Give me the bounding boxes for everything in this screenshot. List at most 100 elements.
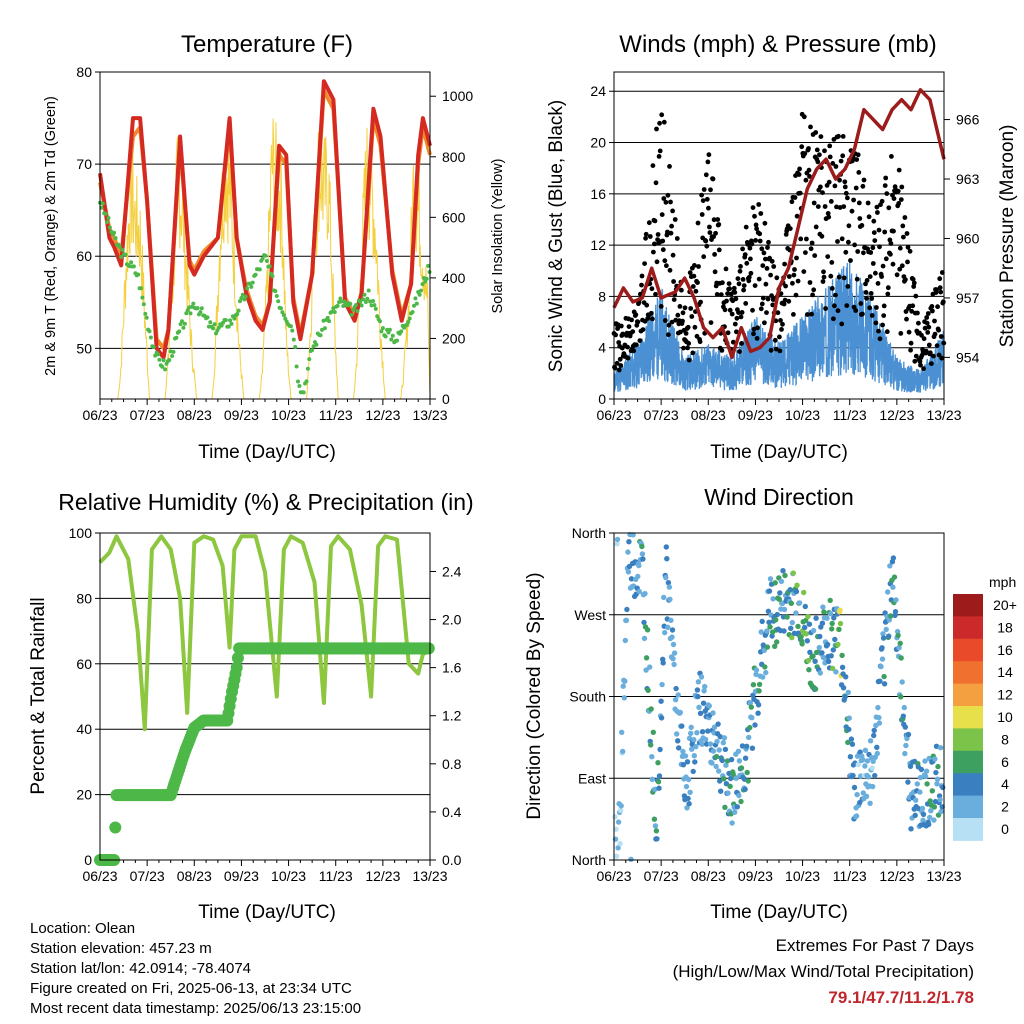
direction-point bbox=[854, 791, 860, 798]
dewpoint-point bbox=[140, 295, 145, 300]
gust-point bbox=[754, 226, 759, 232]
gust-point bbox=[936, 327, 941, 333]
direction-point bbox=[683, 783, 690, 790]
direction-point bbox=[639, 551, 646, 557]
pressure-series bbox=[612, 88, 946, 360]
gust-point bbox=[853, 308, 859, 313]
direction-point bbox=[803, 631, 809, 637]
gust-point bbox=[732, 290, 738, 295]
dewpoint-point bbox=[120, 248, 125, 252]
x-tick-label: 11/23 bbox=[319, 407, 353, 423]
y-tick-label: 60 bbox=[76, 248, 92, 264]
gust-point bbox=[693, 288, 699, 294]
dewpoint-point bbox=[177, 329, 182, 334]
gust-point bbox=[910, 303, 916, 309]
direction-point bbox=[619, 729, 625, 735]
dewpoint-point bbox=[407, 316, 412, 321]
gust-point bbox=[625, 355, 631, 361]
direction-point bbox=[865, 774, 872, 780]
dewpoint-point bbox=[151, 345, 156, 349]
gust-point bbox=[722, 307, 728, 313]
gust-point bbox=[739, 341, 744, 346]
direction-point bbox=[762, 664, 768, 670]
humidity-xlabel: Time (Day/UTC) bbox=[198, 902, 336, 923]
gust-point bbox=[882, 229, 888, 235]
gust-point bbox=[899, 263, 905, 269]
direction-point bbox=[772, 643, 778, 649]
dewpoint-point bbox=[290, 328, 295, 333]
dewpoint-point bbox=[136, 272, 141, 277]
direction-point bbox=[940, 784, 946, 791]
legend-label: 16 bbox=[997, 642, 1013, 658]
dewpoint-point bbox=[238, 299, 242, 304]
x-tick-label: 08/23 bbox=[691, 407, 726, 423]
dewpoint-point bbox=[113, 236, 118, 241]
direction-point bbox=[753, 671, 759, 678]
direction-title: Wind Direction bbox=[704, 484, 854, 510]
winds-frame bbox=[613, 71, 945, 400]
gust-point bbox=[648, 310, 654, 316]
gust-point bbox=[737, 349, 742, 354]
y2-tick-label: 200 bbox=[442, 330, 466, 346]
dewpoint-point bbox=[305, 366, 310, 371]
dewpoint-point bbox=[119, 255, 124, 259]
gust-point bbox=[760, 263, 766, 268]
gust-point bbox=[839, 236, 845, 242]
gust-point bbox=[688, 306, 694, 311]
gust-point bbox=[860, 183, 866, 189]
gust-point bbox=[782, 297, 788, 303]
x-tick-label: 12/23 bbox=[879, 407, 914, 423]
direction-point bbox=[898, 694, 904, 700]
gust-point bbox=[735, 276, 741, 281]
gust-point bbox=[778, 318, 783, 323]
direction-point bbox=[703, 736, 709, 743]
direction-point bbox=[789, 619, 795, 626]
x-tick-label: 10/23 bbox=[785, 407, 820, 423]
y-tick-label: 40 bbox=[76, 721, 92, 737]
dewpoint-point bbox=[123, 252, 128, 257]
legend-swatch bbox=[953, 750, 983, 774]
direction-point bbox=[804, 638, 810, 644]
dewpoint-point bbox=[170, 354, 175, 358]
direction-point bbox=[764, 644, 771, 650]
gust-point bbox=[870, 245, 876, 251]
direction-point bbox=[659, 681, 665, 688]
gust-point bbox=[791, 272, 797, 278]
gust-point bbox=[703, 172, 709, 178]
direction-frame bbox=[613, 532, 945, 861]
gust-point bbox=[825, 211, 831, 216]
x-tick-label: 12/23 bbox=[365, 868, 400, 884]
direction-point bbox=[697, 710, 704, 716]
gust-point bbox=[882, 183, 888, 189]
gust-point bbox=[726, 281, 732, 286]
dewpoint-point bbox=[160, 364, 165, 369]
gust-point bbox=[762, 220, 768, 226]
direction-point bbox=[824, 615, 830, 621]
gust-point bbox=[660, 247, 666, 253]
gust-point bbox=[672, 217, 678, 222]
gust-point bbox=[927, 350, 933, 356]
direction-point bbox=[876, 720, 883, 726]
gust-point bbox=[804, 236, 809, 242]
direction-point bbox=[849, 741, 856, 747]
gust-point bbox=[910, 276, 916, 282]
direction-point bbox=[686, 801, 692, 807]
temperature-panel: Temperature (F) 506070800200400600800100… bbox=[43, 31, 506, 463]
gust-point bbox=[875, 281, 881, 286]
dewpoint-point bbox=[288, 324, 293, 329]
gust-point bbox=[806, 146, 811, 151]
gust-point bbox=[881, 303, 887, 309]
gust-point bbox=[652, 241, 657, 247]
gust-point bbox=[768, 272, 773, 278]
gust-point bbox=[657, 120, 662, 126]
direction-point bbox=[667, 596, 673, 602]
gust-point bbox=[701, 254, 707, 260]
gust-point bbox=[670, 252, 676, 258]
direction-point bbox=[902, 724, 908, 730]
direction-point bbox=[709, 760, 715, 766]
gust-point bbox=[763, 256, 768, 262]
gust-point bbox=[639, 282, 644, 288]
gust-point bbox=[813, 130, 819, 135]
dewpoint-point bbox=[414, 301, 419, 306]
y-tick-label: 12 bbox=[590, 237, 606, 253]
